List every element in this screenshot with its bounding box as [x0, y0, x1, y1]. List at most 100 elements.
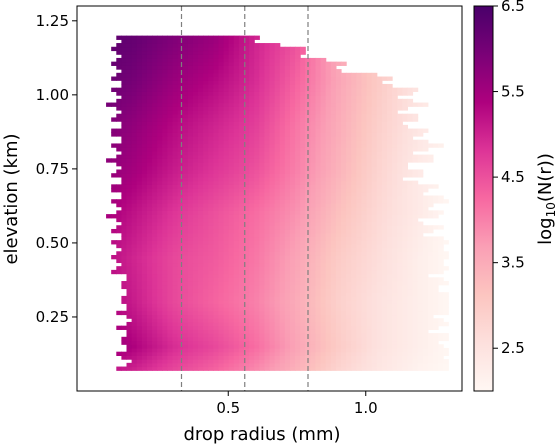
heatmap-cell: [162, 128, 168, 133]
heatmap-cell: [172, 72, 179, 78]
heatmap-cell: [208, 61, 214, 66]
heatmap-cell: [330, 162, 337, 167]
heatmap-cell: [203, 132, 209, 137]
heatmap-cell: [274, 284, 281, 290]
heatmap-cell: [177, 355, 184, 360]
heatmap-cell: [162, 344, 168, 349]
heatmap-cell: [116, 117, 122, 122]
heatmap-cell: [249, 217, 255, 223]
heatmap-cell: [243, 61, 250, 66]
heatmap-cell: [315, 362, 322, 368]
heatmap-cell: [223, 281, 230, 286]
heatmap-cell: [366, 336, 373, 342]
heatmap-cell: [254, 251, 260, 256]
heatmap-cell: [376, 162, 383, 167]
heatmap-cell: [392, 273, 398, 278]
heatmap-cell: [228, 173, 235, 178]
heatmap-cell: [356, 243, 363, 249]
heatmap-cell: [162, 247, 168, 252]
heatmap-cell: [182, 340, 189, 345]
heatmap-cell: [192, 214, 199, 219]
heatmap-cell: [249, 355, 255, 360]
heatmap-cell: [376, 195, 383, 200]
heatmap-cell: [417, 128, 424, 133]
heatmap-cell: [407, 199, 414, 204]
heatmap-cell: [254, 362, 260, 368]
heatmap-cell: [208, 72, 214, 78]
heatmap-cell: [198, 91, 204, 96]
heatmap-cell: [274, 288, 281, 293]
heatmap-cell: [279, 165, 286, 171]
heatmap-cell: [279, 333, 286, 338]
heatmap-cell: [315, 217, 322, 223]
heatmap-cell: [208, 269, 214, 275]
heatmap-cell: [233, 255, 240, 260]
heatmap-cell: [249, 295, 255, 301]
heatmap-cell: [126, 113, 133, 119]
heatmap-cell: [284, 214, 291, 219]
heatmap-cell: [356, 340, 363, 345]
heatmap-cell: [136, 143, 143, 148]
heatmap-cell: [392, 136, 398, 141]
heatmap-cell: [198, 347, 204, 353]
heatmap-cell: [228, 206, 235, 211]
heatmap-cell: [432, 195, 439, 200]
heatmap-cell: [126, 288, 133, 293]
heatmap-cell: [438, 143, 444, 148]
heatmap-cell: [320, 321, 327, 327]
heatmap-cell: [305, 225, 311, 230]
heatmap-cell: [356, 184, 363, 189]
heatmap-cell: [361, 288, 368, 293]
heatmap-cell: [330, 228, 337, 234]
heatmap-cell: [371, 281, 378, 286]
heatmap-cell: [422, 262, 429, 267]
heatmap-cell: [259, 91, 265, 96]
heatmap-cell: [208, 240, 214, 245]
heatmap-cell: [172, 214, 179, 219]
heatmap-cell: [341, 366, 347, 371]
heatmap-cell: [397, 247, 403, 252]
heatmap-cell: [315, 165, 322, 171]
heatmap-cell: [438, 269, 444, 275]
heatmap-cell: [208, 284, 214, 290]
heatmap-cell: [141, 321, 148, 327]
heatmap-cell: [284, 91, 291, 96]
heatmap-cell: [198, 321, 204, 327]
heatmap-cell: [320, 362, 327, 368]
heatmap-cell: [172, 80, 179, 85]
heatmap-cell: [254, 284, 260, 290]
heatmap-cell: [172, 184, 179, 189]
heatmap-cell: [320, 217, 327, 223]
heatmap-cell: [218, 225, 225, 230]
heatmap-cell: [126, 69, 133, 74]
heatmap-cell: [361, 340, 368, 345]
heatmap-cell: [187, 325, 194, 330]
heatmap-cell: [371, 180, 378, 185]
heatmap-cell: [192, 232, 199, 238]
heatmap-cell: [392, 318, 398, 323]
heatmap-cell: [198, 314, 204, 319]
heatmap-cell: [417, 228, 424, 234]
heatmap-cell: [402, 210, 408, 215]
heatmap-cell: [162, 188, 168, 193]
heatmap-cell: [152, 180, 158, 185]
heatmap-cell: [371, 106, 378, 111]
heatmap-cell: [443, 362, 449, 368]
heatmap-cell: [192, 87, 199, 92]
heatmap-cell: [289, 154, 296, 159]
heatmap-cell: [432, 225, 439, 230]
heatmap-cell: [254, 299, 260, 304]
heatmap-cell: [259, 247, 265, 252]
heatmap-cell: [269, 359, 276, 364]
heatmap-cell: [366, 277, 373, 282]
heatmap-cell: [330, 95, 337, 100]
heatmap-cell: [381, 188, 388, 193]
heatmap-cell: [341, 303, 347, 308]
heatmap-cell: [249, 121, 255, 126]
heatmap-cell: [157, 91, 163, 96]
heatmap-cell: [274, 150, 281, 156]
heatmap-cell: [218, 255, 225, 260]
heatmap-cell: [417, 292, 424, 297]
heatmap-cell: [162, 299, 168, 304]
heatmap-cell: [177, 232, 184, 238]
